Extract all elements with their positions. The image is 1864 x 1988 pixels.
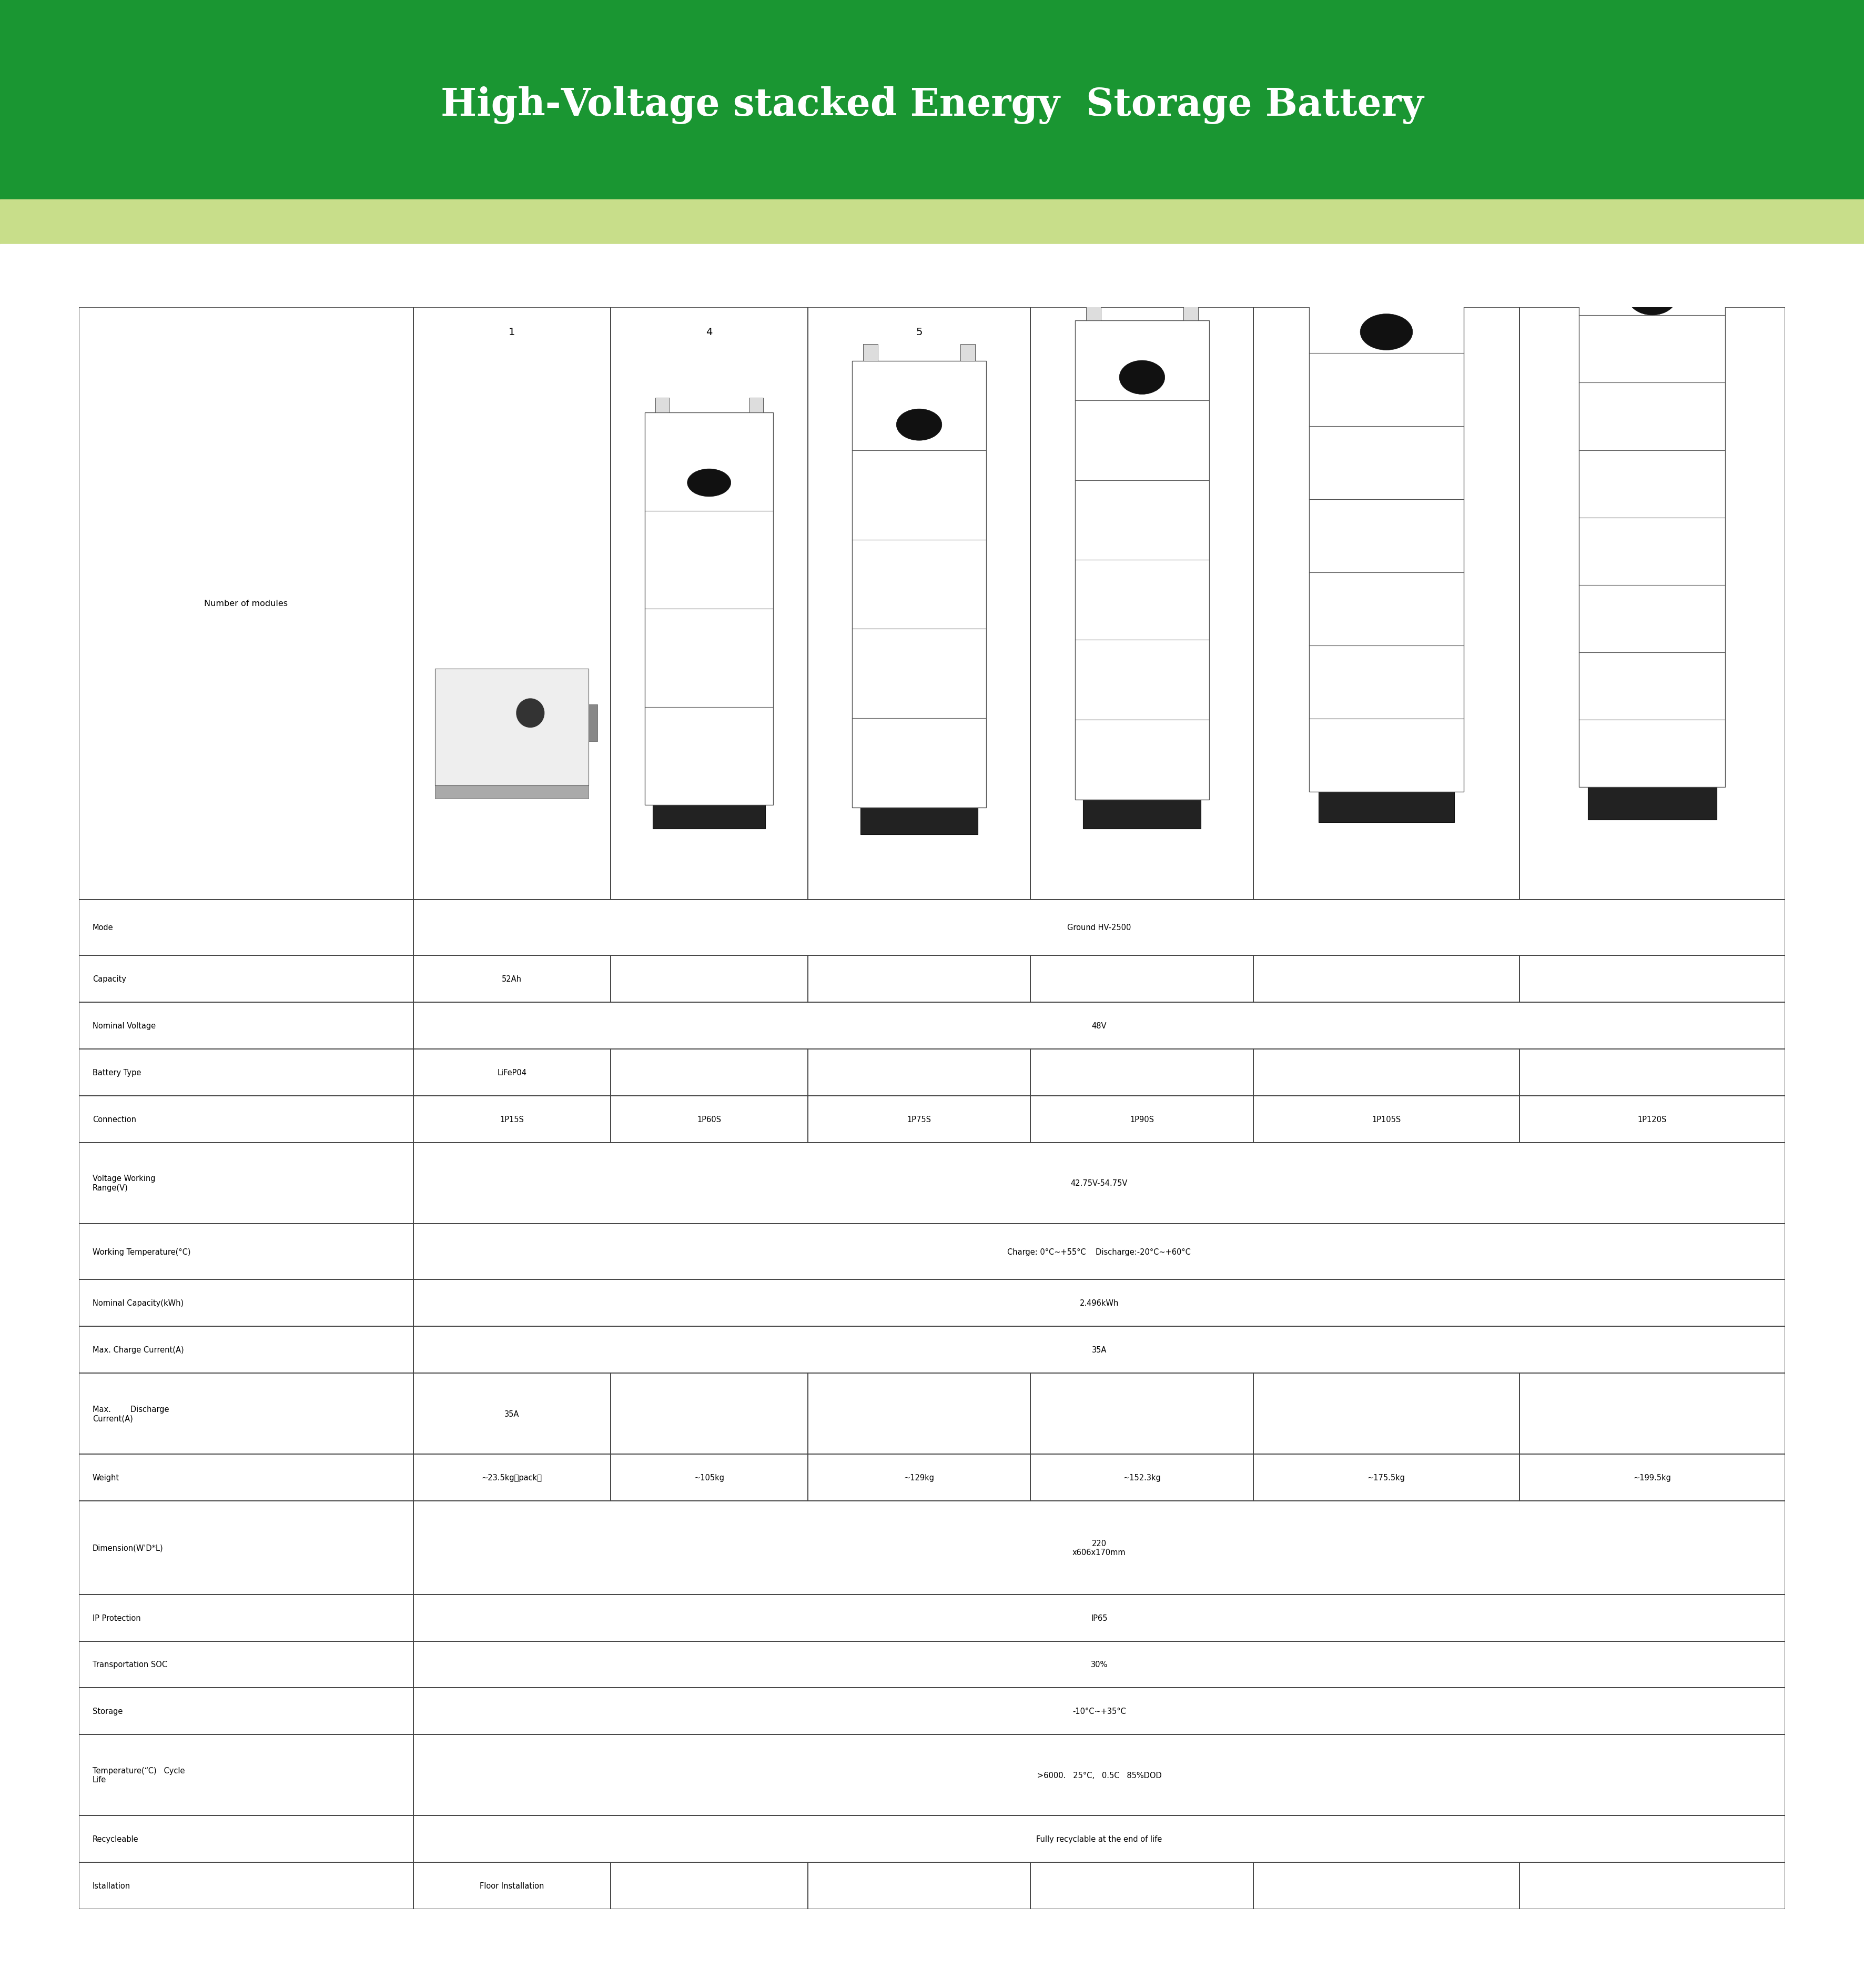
Bar bbox=[1698, 229, 1713, 249]
Text: 52Ah: 52Ah bbox=[501, 976, 522, 982]
Bar bbox=[1590, 229, 1607, 249]
Text: Nominal Capacity(kWh): Nominal Capacity(kWh) bbox=[93, 1300, 183, 1306]
Text: IP65: IP65 bbox=[1090, 1614, 1107, 1622]
Text: 1P60S: 1P60S bbox=[697, 1115, 721, 1123]
Bar bbox=[960, 344, 975, 362]
Text: Capacity: Capacity bbox=[93, 976, 127, 982]
Text: ~152.3kg: ~152.3kg bbox=[1124, 1473, 1161, 1481]
Bar bbox=[1083, 799, 1200, 829]
Text: 30%: 30% bbox=[1090, 1660, 1107, 1668]
Bar bbox=[0, 201, 1864, 245]
Text: 35A: 35A bbox=[505, 1409, 520, 1417]
Bar bbox=[434, 785, 589, 799]
Text: Fully recyclable at the end of life: Fully recyclable at the end of life bbox=[1036, 1835, 1161, 1843]
Text: 6: 6 bbox=[1139, 326, 1144, 336]
Text: 42.75V-54.75V: 42.75V-54.75V bbox=[1070, 1179, 1128, 1187]
Text: Connection: Connection bbox=[93, 1115, 136, 1123]
Text: IP Protection: IP Protection bbox=[93, 1614, 142, 1622]
Text: ~199.5kg: ~199.5kg bbox=[1633, 1473, 1672, 1481]
Text: ~23.5kg（pack）: ~23.5kg（pack） bbox=[481, 1473, 542, 1481]
Ellipse shape bbox=[897, 410, 941, 441]
Bar bbox=[652, 805, 766, 829]
Text: Weight: Weight bbox=[93, 1473, 119, 1481]
Bar bbox=[1579, 249, 1726, 787]
Bar bbox=[0, 245, 1864, 1988]
Text: 1P120S: 1P120S bbox=[1638, 1115, 1666, 1123]
Bar bbox=[0, 0, 1864, 201]
Text: Nominal Voltage: Nominal Voltage bbox=[93, 1022, 157, 1030]
Text: Storage: Storage bbox=[93, 1708, 123, 1716]
Text: High‑Voltage stacked Energy  Storage Battery: High‑Voltage stacked Energy Storage Batt… bbox=[440, 85, 1424, 123]
Text: 4: 4 bbox=[706, 326, 712, 336]
Text: LiFeP04: LiFeP04 bbox=[498, 1070, 528, 1077]
Text: 35A: 35A bbox=[1092, 1346, 1107, 1354]
Text: Working Temperature(°C): Working Temperature(°C) bbox=[93, 1248, 190, 1256]
Text: Number of modules: Number of modules bbox=[205, 600, 287, 608]
Text: 1P15S: 1P15S bbox=[500, 1115, 524, 1123]
Text: ~129kg: ~129kg bbox=[904, 1473, 934, 1481]
Text: >6000.   25°C,   0.5C   85%DOD: >6000. 25°C, 0.5C 85%DOD bbox=[1036, 1771, 1161, 1779]
Text: 7: 7 bbox=[1383, 326, 1391, 336]
Bar bbox=[1076, 320, 1210, 799]
Text: Max. Charge Current(A): Max. Charge Current(A) bbox=[93, 1346, 185, 1354]
Bar bbox=[1433, 260, 1452, 280]
Text: 48V: 48V bbox=[1092, 1022, 1107, 1030]
Ellipse shape bbox=[516, 700, 544, 728]
Text: Transportation SOC: Transportation SOC bbox=[93, 1660, 168, 1668]
Text: Voltage Working
Range(V): Voltage Working Range(V) bbox=[93, 1175, 155, 1191]
Ellipse shape bbox=[1118, 360, 1165, 396]
Text: 220
x606x170mm: 220 x606x170mm bbox=[1072, 1539, 1126, 1557]
Text: 1P75S: 1P75S bbox=[908, 1115, 932, 1123]
Bar bbox=[1087, 302, 1100, 320]
Text: 1P90S: 1P90S bbox=[1130, 1115, 1154, 1123]
Text: 2.496kWh: 2.496kWh bbox=[1079, 1300, 1118, 1306]
Bar bbox=[1184, 302, 1199, 320]
Text: 1P105S: 1P105S bbox=[1372, 1115, 1402, 1123]
Text: 5: 5 bbox=[915, 326, 923, 336]
Bar bbox=[434, 668, 589, 785]
Ellipse shape bbox=[688, 469, 731, 497]
Bar bbox=[645, 414, 774, 805]
Bar bbox=[863, 344, 878, 362]
Text: Battery Type: Battery Type bbox=[93, 1070, 142, 1077]
Bar bbox=[1322, 260, 1338, 280]
Bar bbox=[1309, 280, 1463, 791]
Text: Charge: 0°C~+55°C    Discharge:-20°C~+60°C: Charge: 0°C~+55°C Discharge:-20°C~+60°C bbox=[1007, 1248, 1191, 1256]
Bar bbox=[589, 706, 596, 742]
Text: ~175.5kg: ~175.5kg bbox=[1368, 1473, 1405, 1481]
Text: 8: 8 bbox=[1650, 326, 1655, 336]
Text: Dimension(W'D*L): Dimension(W'D*L) bbox=[93, 1545, 164, 1553]
Text: -10°C~+35°C: -10°C~+35°C bbox=[1072, 1708, 1126, 1716]
Text: 1: 1 bbox=[509, 326, 514, 336]
Ellipse shape bbox=[1361, 314, 1413, 350]
Text: ~105kg: ~105kg bbox=[693, 1473, 725, 1481]
Text: Istallation: Istallation bbox=[93, 1883, 130, 1891]
Text: Max.        Discharge
Current(A): Max. Discharge Current(A) bbox=[93, 1406, 170, 1421]
Bar bbox=[852, 362, 986, 807]
Text: Recycleable: Recycleable bbox=[93, 1835, 138, 1843]
Text: Ground HV-2500: Ground HV-2500 bbox=[1068, 924, 1131, 932]
Ellipse shape bbox=[1627, 278, 1678, 316]
Bar bbox=[861, 807, 979, 835]
Bar bbox=[1318, 791, 1454, 823]
Bar bbox=[749, 398, 762, 414]
Text: Temperature(“C)   Cycle
Life: Temperature(“C) Cycle Life bbox=[93, 1767, 185, 1783]
Text: Mode: Mode bbox=[93, 924, 114, 932]
Text: Floor Installation: Floor Installation bbox=[479, 1883, 544, 1891]
Bar bbox=[1588, 787, 1717, 819]
Bar bbox=[656, 398, 669, 414]
